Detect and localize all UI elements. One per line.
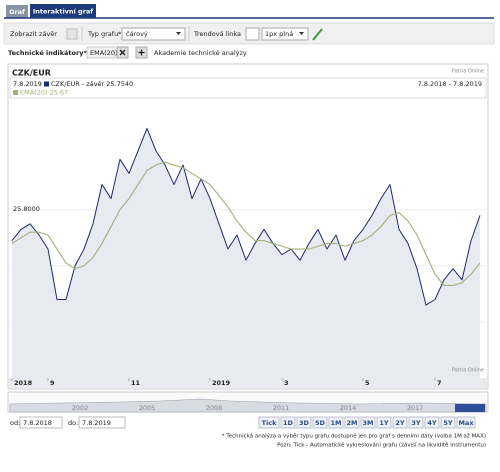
note: * Technická analýza a výběr typu grafu d…: [222, 433, 486, 440]
x-tick-label: 7: [437, 379, 442, 387]
period-label: 1D: [283, 419, 294, 427]
date-input[interactable]: [78, 416, 126, 429]
period-label: 3Y: [411, 419, 421, 427]
period-label: 1Y: [379, 419, 389, 427]
period-button[interactable]: [296, 416, 312, 429]
navigator-year: 2011: [273, 404, 290, 412]
period-button[interactable]: [440, 416, 456, 429]
period-button[interactable]: [258, 416, 280, 429]
x-axis-strip: [9, 378, 487, 388]
legend-swatch: [44, 81, 49, 87]
pen-icon[interactable]: [312, 28, 323, 41]
label: Typ grafu*: [87, 30, 122, 38]
tab[interactable]: [6, 5, 28, 18]
note: Pozn: Tick - Automatické vykreslování gr…: [277, 442, 486, 449]
select-value: čárový: [126, 30, 148, 38]
navigator-area: [9, 398, 487, 413]
source: Patria Online: [452, 69, 484, 75]
select-value: 1px plná: [265, 30, 293, 38]
series-line: [11, 161, 481, 287]
x-tick-label: 2018: [14, 379, 33, 387]
period-label: 3D: [299, 419, 310, 427]
navigator-labels: 2002 2005 2008 2011 2014 2017: [72, 404, 424, 412]
period-label: 5Y: [443, 419, 453, 427]
period-button[interactable]: [344, 416, 360, 429]
period-button[interactable]: [328, 416, 344, 429]
period-buttons: Tick 1D 3D 5D 1M 2M 3M 1Y 2Y 3Y 4Y 5Y Max: [258, 416, 476, 429]
period-label: 2M: [347, 419, 358, 427]
indicator: EMA(20): [90, 49, 118, 57]
period-button[interactable]: [392, 416, 408, 429]
x-tick-label: 3: [284, 379, 289, 387]
legend-label: EMA(20) 25.67: [20, 89, 68, 97]
tab-active[interactable]: [30, 4, 96, 18]
legend-swatch: [13, 90, 18, 95]
dropdown-arrow: [176, 32, 181, 35]
checkbox[interactable]: [66, 28, 78, 40]
date-input[interactable]: [19, 416, 63, 429]
dropdown-arrow: [299, 32, 304, 35]
series-area: [12, 128, 480, 378]
period-button[interactable]: [280, 416, 296, 429]
x-tick-label: 11: [131, 379, 141, 387]
navigator-year: 2002: [72, 404, 89, 412]
remove-icon: [119, 49, 126, 56]
y-tick-label: 25.8000: [13, 205, 40, 213]
date: 7.8.2019: [82, 419, 111, 427]
legend: [9, 77, 487, 99]
x-tick-label: 5: [365, 379, 370, 387]
date: 7.8.2018: [23, 419, 52, 427]
period-label: 3M: [363, 419, 374, 427]
navigator-year: 2014: [340, 404, 357, 412]
add-icon: [138, 49, 145, 56]
x-tick-label: 2019: [212, 379, 231, 387]
period-label: 1M: [331, 419, 342, 427]
period-label: 2Y: [395, 419, 405, 427]
indicator-chip: [86, 46, 116, 59]
label: Technické indikátory*:: [8, 49, 89, 57]
period-button[interactable]: [312, 416, 328, 429]
navigator-year: 2008: [206, 404, 223, 412]
period-label: Max: [458, 419, 474, 427]
tab-label: Interaktivní graf: [33, 8, 93, 16]
legend-range: 7.8.2018 - 7.8.2019: [418, 80, 482, 88]
period-button[interactable]: [360, 416, 376, 429]
link[interactable]: Akademie technické analýzy: [154, 49, 247, 57]
period-button[interactable]: [408, 416, 424, 429]
navigator-year: 2017: [407, 404, 424, 412]
select[interactable]: [121, 27, 186, 41]
navigator-year: 2005: [139, 404, 156, 412]
label: od:: [10, 419, 20, 427]
period-button[interactable]: [376, 416, 392, 429]
period-button[interactable]: [456, 416, 476, 429]
period-label: 5D: [315, 419, 326, 427]
chart-title: CZK/EUR: [12, 69, 51, 78]
legend-label: CZK/EUR - závěr 25.7540: [51, 80, 133, 88]
legend-date: 7.8.2019: [13, 80, 42, 88]
label: do:: [68, 419, 78, 427]
period-label: Tick: [262, 419, 278, 427]
color-box[interactable]: [245, 27, 260, 41]
period-button[interactable]: [424, 416, 440, 429]
navigator-selection[interactable]: [455, 404, 485, 412]
label: Trendová linka: [193, 30, 241, 38]
period-label: 4Y: [427, 419, 437, 427]
select[interactable]: [261, 27, 309, 41]
series-line: [11, 127, 481, 306]
watermark: Patria Online: [452, 368, 484, 374]
label: Zobrazit závěr: [10, 30, 57, 38]
x-tick-label: 9: [50, 379, 55, 387]
tab-label: Graf: [9, 8, 25, 16]
